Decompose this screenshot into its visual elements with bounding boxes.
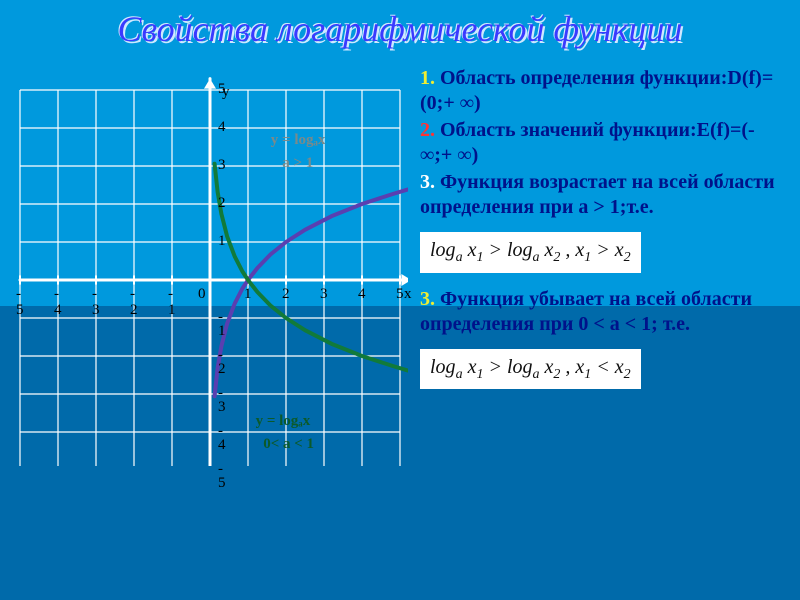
- tick-label: 5: [218, 475, 226, 492]
- tick-label: 4: [358, 286, 366, 303]
- chart-area: -5-4-3-2-1012345-5-4-3-2-112345ху у = lo…: [18, 66, 408, 466]
- p4-number: 3.: [420, 288, 435, 310]
- property-4: 3. Функция убывает на всей области опред…: [420, 287, 790, 337]
- curve-label-increasing-1: у = logₐх: [271, 132, 326, 149]
- tick-label: -: [130, 286, 135, 303]
- tick-label: 2: [218, 195, 226, 212]
- p2-body: Область значений функции:E(f)=(- ∞;+ ∞): [420, 119, 755, 166]
- p1-number: 1.: [420, 67, 435, 89]
- property-3: 3. Функция возрастает на всей области оп…: [420, 170, 790, 220]
- p1-body: Область определения функции:D(f)=(0;+ ∞): [420, 67, 773, 114]
- properties-text: 1. Область определения функции:D(f)=(0;+…: [420, 66, 790, 389]
- tick-label: 4: [218, 437, 226, 454]
- p3-body: Функция возрастает на всей области опред…: [420, 171, 775, 218]
- tick-label: -: [168, 286, 173, 303]
- tick-label: -: [54, 286, 59, 303]
- tick-label: 1: [218, 323, 226, 340]
- tick-label: 5: [16, 302, 24, 319]
- formula-2: loga x1 > loga x2 , x1 < x2: [420, 349, 641, 390]
- p3-number: 3.: [420, 171, 435, 193]
- tick-label: 3: [320, 286, 328, 303]
- property-1: 1. Область определения функции:D(f)=(0;+…: [420, 66, 790, 116]
- tick-label: 4: [218, 119, 226, 136]
- formula-1: loga x1 > loga x2 , x1 > x2: [420, 232, 641, 273]
- curve-label-increasing-2: a > 1: [282, 155, 313, 172]
- tick-label: 3: [218, 399, 226, 416]
- tick-label: -: [92, 286, 97, 303]
- p4-body: Функция убывает на всей области определе…: [420, 288, 752, 335]
- curve-label-decreasing-2: 0< a < 1: [263, 436, 314, 453]
- tick-label: 1: [244, 286, 252, 303]
- p2-number: 2.: [420, 119, 435, 141]
- tick-label: 1: [168, 302, 176, 319]
- tick-label: 1: [218, 233, 226, 250]
- tick-label: -: [16, 286, 21, 303]
- axis-label-x: х: [404, 286, 412, 303]
- curve-label-decreasing-1: у = logₐх: [256, 413, 311, 430]
- tick-label: 3: [218, 157, 226, 174]
- chart-svg: [18, 66, 408, 466]
- tick-label: 5: [396, 286, 404, 303]
- property-2: 2. Область значений функции:E(f)=(- ∞;+ …: [420, 118, 790, 168]
- tick-label-origin: 0: [198, 286, 206, 303]
- axis-label-y: у: [222, 84, 230, 101]
- tick-label: 2: [130, 302, 138, 319]
- tick-label: 3: [92, 302, 100, 319]
- tick-label: 4: [54, 302, 62, 319]
- tick-label: 2: [282, 286, 290, 303]
- tick-label: 2: [218, 361, 226, 378]
- page-title: Свойства логарифмической функции: [0, 8, 800, 50]
